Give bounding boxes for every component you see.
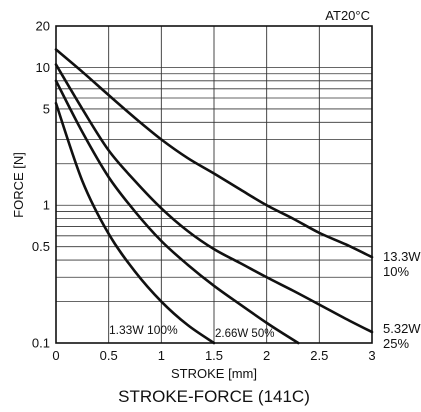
series-label-13-3w-duty: 10%: [383, 264, 409, 279]
series-label-2-66w: 2.66W 50%: [215, 328, 274, 340]
y-tick-label: 20: [36, 19, 50, 34]
chart-title: STROKE-FORCE (141C): [118, 387, 310, 406]
plot-frame: [55, 25, 373, 344]
force-curves: [54, 48, 374, 345]
y-tick-labels: 0.1 0.5 1 5 10 20: [32, 19, 50, 351]
x-tick-labels: 0 0.5 1 1.5 2 2.5 3: [52, 348, 375, 363]
x-tick-label: 0: [52, 348, 59, 363]
x-axis-label: STROKE [mm]: [171, 366, 257, 381]
y-tick-label: 0.1: [32, 336, 50, 351]
y-tick-label: 5: [43, 101, 50, 116]
series-label-1-33w: 1.33W 100%: [109, 323, 178, 337]
major-gridlines: [108, 26, 320, 343]
y-axis-label: FORCE [N]: [11, 152, 26, 218]
x-tick-label: 1.5: [205, 348, 223, 363]
x-tick-label: 2: [263, 348, 270, 363]
series-label-5-32w-duty: 25%: [383, 336, 409, 351]
y-tick-label: 1: [43, 198, 50, 213]
y-tick-label: 10: [36, 60, 50, 75]
series-label-5-32w-power: 5.32W: [383, 321, 421, 336]
x-tick-label: 2.5: [310, 348, 328, 363]
x-tick-label: 0.5: [100, 348, 118, 363]
condition-label: AT20°C: [325, 8, 370, 23]
series-13-3w-curve: [54, 48, 374, 259]
x-tick-label: 1: [158, 348, 165, 363]
series-label-13-3w-power: 13.3W: [383, 249, 421, 264]
series-5-32w-curve: [54, 63, 374, 334]
x-tick-label: 3: [368, 348, 375, 363]
y-tick-label: 0.5: [32, 239, 50, 254]
series-1-33w-curve: [54, 101, 216, 345]
series-2-66w-curve: [54, 79, 300, 345]
